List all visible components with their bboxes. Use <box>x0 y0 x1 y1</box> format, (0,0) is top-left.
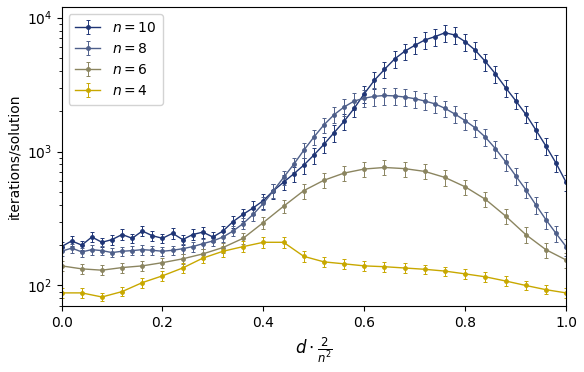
Y-axis label: iterations/solution: iterations/solution <box>7 94 21 219</box>
X-axis label: $d \cdot \frac{2}{n^2}$: $d \cdot \frac{2}{n^2}$ <box>295 336 333 365</box>
Legend: $n = 10$, $n = 8$, $n = 6$, $n = 4$: $n = 10$, $n = 8$, $n = 6$, $n = 4$ <box>68 14 163 105</box>
